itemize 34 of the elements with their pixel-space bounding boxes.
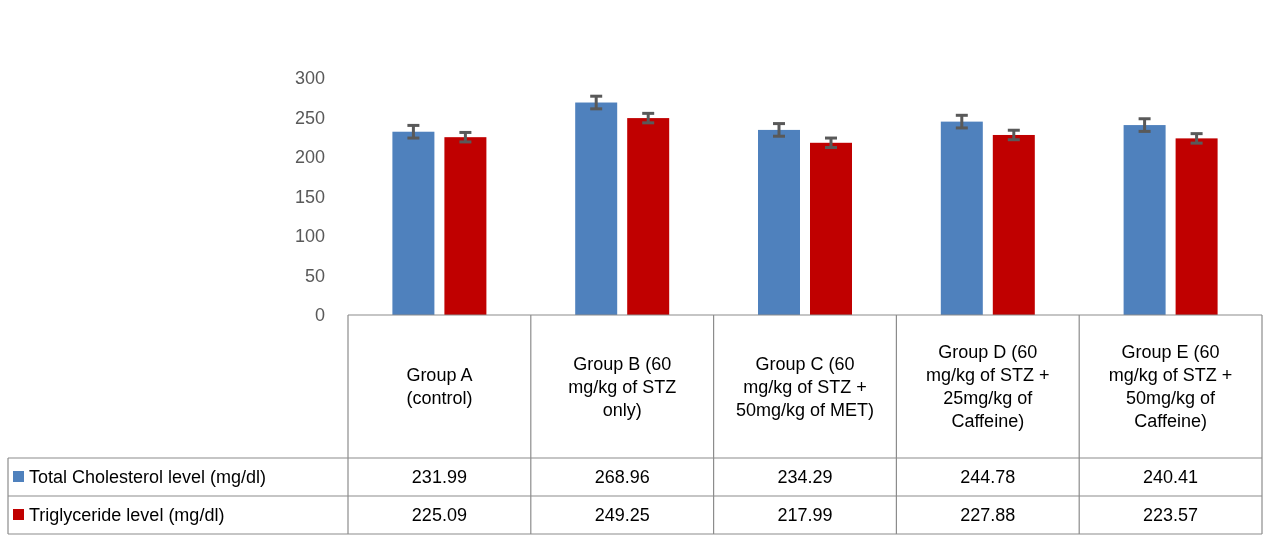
data-label: 225.09 — [411, 505, 467, 525]
legend-label: Triglyceride level (mg/dl) — [29, 505, 225, 525]
bar — [1175, 138, 1218, 315]
data-label: 227.88 — [960, 505, 1016, 525]
data-label: 217.99 — [777, 505, 833, 525]
bar — [392, 131, 435, 315]
y-tick-label: 100 — [294, 226, 325, 247]
x-tick-label: Group D (60 mg/kg of STZ + 25mg/kg of Caffeine) — [926, 342, 1050, 431]
x-tick-label: Group B (60 mg/kg of STZ only) — [568, 353, 677, 420]
data-label: 268.96 — [594, 467, 650, 487]
y-tick-label: 300 — [294, 68, 325, 89]
data-label: 231.99 — [411, 467, 467, 487]
x-tick-label: Group A (control) — [406, 365, 473, 408]
x-tick-label: Group C (60 mg/kg of STZ + 50mg/kg of MET) — [735, 353, 875, 420]
bar — [940, 121, 983, 315]
bar — [444, 137, 487, 315]
bar — [758, 129, 800, 315]
x-tick-label: Group E (60 mg/kg of STZ + 50mg/kg of Caffeine) — [1108, 342, 1233, 431]
bar — [992, 134, 1035, 315]
bar — [627, 118, 670, 315]
data-label: 234.29 — [777, 467, 833, 487]
data-label: 244.78 — [960, 467, 1016, 487]
legend-label: Total Cholesterol level (mg/dl) — [29, 467, 267, 487]
bar — [810, 142, 852, 315]
bar — [575, 102, 618, 315]
data-label: 240.41 — [1143, 467, 1199, 487]
y-tick-label: 50 — [304, 265, 325, 286]
y-tick-label: 250 — [294, 107, 325, 128]
data-label: 223.57 — [1143, 505, 1199, 525]
y-tick-label: 150 — [294, 186, 325, 207]
y-tick-label: 0 — [314, 305, 325, 326]
y-tick-label: 200 — [294, 147, 325, 168]
data-label: 249.25 — [594, 505, 650, 525]
bar — [1123, 125, 1166, 315]
